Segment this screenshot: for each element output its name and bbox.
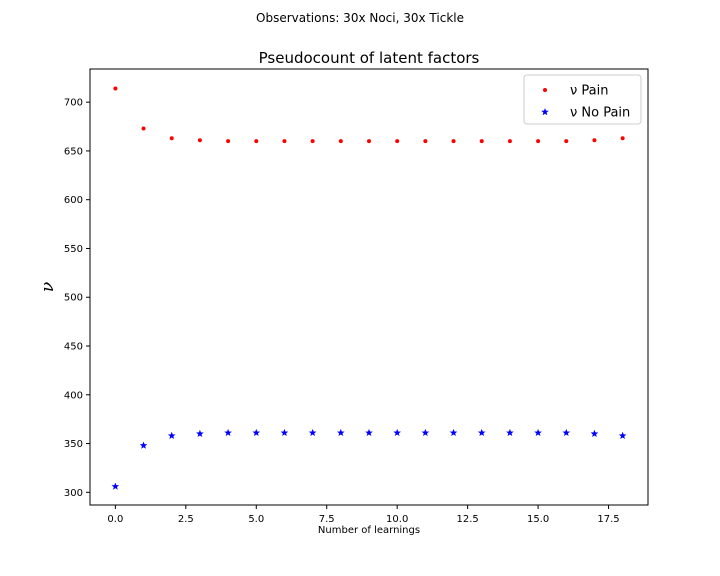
pain-point — [592, 138, 597, 143]
series-pain — [113, 86, 625, 144]
y-tick-label: 350 — [64, 439, 83, 450]
no-pain-point — [308, 428, 317, 437]
y-tick-label: 600 — [64, 195, 83, 206]
no-pain-point — [280, 428, 289, 437]
no-pain-point — [449, 428, 458, 437]
pain-point — [141, 126, 146, 131]
pain-point — [620, 136, 625, 141]
no-pain-point — [421, 428, 430, 437]
x-axis-label: Number of learnings — [318, 525, 420, 536]
y-tick-label: 300 — [64, 488, 83, 499]
x-tick-label: 0.0 — [107, 514, 123, 525]
y-tick-label: 650 — [64, 146, 83, 157]
no-pain-point — [167, 431, 176, 439]
no-pain-point — [618, 431, 627, 439]
pain-point — [451, 139, 456, 144]
x-tick-label: 17.5 — [597, 514, 619, 525]
y-tick-label: 500 — [64, 293, 83, 304]
no-pain-point — [562, 428, 571, 437]
y-tick-label: 550 — [64, 244, 83, 255]
data-series — [111, 86, 627, 490]
legend-marker-pain — [543, 88, 547, 92]
y-axis-label: ν — [38, 282, 58, 292]
pain-point — [507, 139, 512, 144]
legend-marker-no-pain — [541, 108, 549, 116]
no-pain-point — [224, 428, 232, 437]
x-tick-label: 7.5 — [319, 514, 335, 525]
legend-box — [523, 74, 642, 125]
legend-label-no-pain: ν No Pain — [570, 106, 630, 121]
pain-point — [423, 139, 428, 144]
no-pain-point — [337, 428, 345, 437]
pain-point — [564, 139, 569, 144]
x-tick-label: 15.0 — [527, 514, 549, 525]
no-pain-point — [365, 428, 373, 437]
y-tick-label: 450 — [64, 342, 83, 353]
no-pain-point — [139, 441, 148, 449]
y-axis: 300 350 400 450 500 550 600 650 700 — [64, 98, 90, 499]
pain-point — [254, 139, 259, 144]
pain-point — [338, 139, 343, 144]
pain-point — [282, 139, 287, 144]
pain-point — [310, 139, 315, 144]
x-tick-label: 2.5 — [178, 514, 194, 525]
chart-title: Pseudocount of latent factors — [259, 49, 480, 67]
no-pain-point — [111, 482, 120, 490]
x-axis: 0.0 2.5 5.0 7.5 10.0 12.5 15.0 17.5 — [107, 505, 620, 525]
y-tick-label: 700 — [64, 98, 83, 109]
legend-label-pain: ν Pain — [570, 84, 608, 99]
no-pain-point — [506, 428, 514, 437]
no-pain-point — [534, 428, 542, 437]
no-pain-point — [590, 429, 599, 438]
series-no-pain — [111, 428, 627, 490]
pain-point — [536, 139, 541, 144]
no-pain-point — [196, 429, 204, 438]
y-tick-label: 400 — [64, 390, 83, 401]
plot-area — [89, 68, 649, 506]
pain-point — [395, 139, 400, 144]
pain-point — [226, 139, 231, 144]
pain-point — [197, 138, 202, 143]
legend: ν Pain ν No Pain — [523, 74, 642, 125]
no-pain-point — [252, 428, 261, 437]
no-pain-point — [477, 428, 486, 437]
x-tick-label: 12.5 — [457, 514, 479, 525]
pain-point — [479, 139, 484, 144]
pain-point — [113, 86, 118, 91]
figure-suptitle: Observations: 30x Noci, 30x Tickle — [256, 11, 464, 25]
no-pain-point — [393, 428, 401, 437]
x-tick-label: 10.0 — [386, 514, 408, 525]
x-tick-label: 5.0 — [248, 514, 264, 525]
pain-point — [367, 139, 371, 144]
pain-point — [169, 136, 174, 141]
